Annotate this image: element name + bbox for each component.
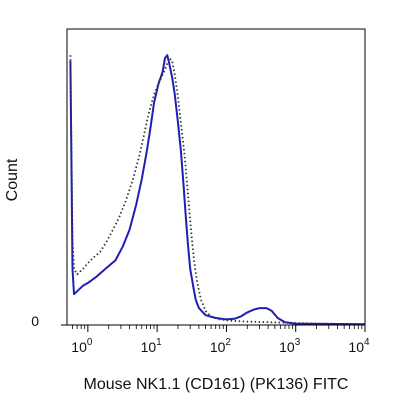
x-axis-label: Mouse NK1.1 (CD161) (PK136) FITC xyxy=(84,376,349,393)
series-line-0 xyxy=(69,54,366,326)
x-tick-label: 102 xyxy=(210,337,232,355)
plot-frame xyxy=(66,28,366,326)
x-tick-label: 101 xyxy=(141,337,163,355)
y-axis-label: Count xyxy=(4,158,21,201)
series-line-1 xyxy=(69,55,366,326)
x-tick-label: 100 xyxy=(71,337,93,355)
x-tick-label: 104 xyxy=(348,337,370,355)
ticks-layer: 100 101 102 103 104 0 xyxy=(31,313,370,355)
x-tick-label: 103 xyxy=(279,337,301,355)
series-layer xyxy=(69,54,366,326)
y-tick-label: 0 xyxy=(31,313,39,329)
